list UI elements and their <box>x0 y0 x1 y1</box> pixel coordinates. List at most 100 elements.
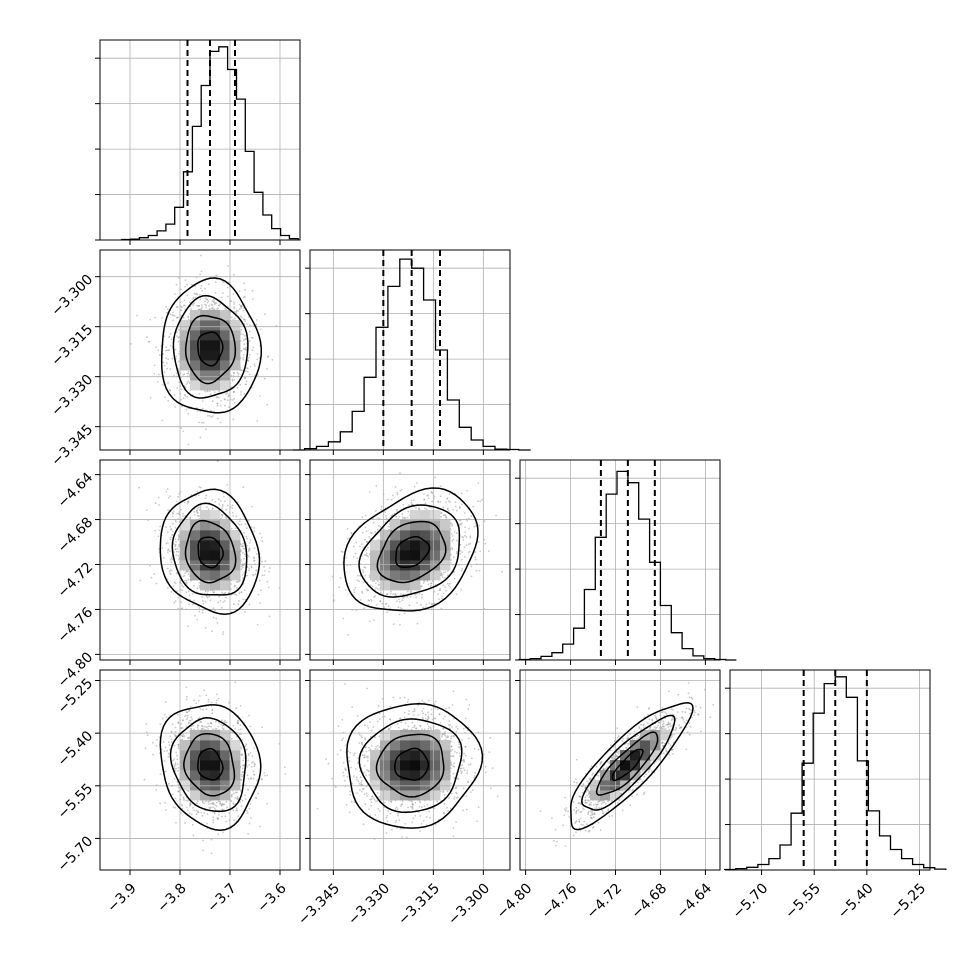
scatter-point <box>379 600 382 602</box>
scatter-point <box>464 754 467 757</box>
scatter-point <box>172 759 175 762</box>
density-bin <box>440 530 451 541</box>
scatter-point <box>187 443 190 446</box>
scatter-point <box>182 374 185 376</box>
scatter-point <box>695 705 697 708</box>
scatter-point <box>462 758 465 761</box>
scatter-point <box>146 336 148 339</box>
scatter-point <box>156 739 158 741</box>
scatter-point <box>634 735 637 738</box>
scatter-point <box>430 713 433 716</box>
scatter-point <box>196 509 198 512</box>
scatter-point <box>633 730 636 733</box>
scatter-point <box>368 749 371 752</box>
scatter-point <box>246 748 248 751</box>
scatter-point <box>211 802 214 804</box>
scatter-point <box>671 735 673 738</box>
scatter-point <box>173 767 176 770</box>
scatter-point <box>215 274 218 277</box>
scatter-point <box>218 813 220 816</box>
scatter-point <box>199 298 202 301</box>
scatter-point <box>233 401 236 404</box>
scatter-point <box>185 799 188 802</box>
scatter-point <box>365 746 367 749</box>
scatter-point <box>359 575 361 577</box>
density-bin <box>430 770 441 781</box>
density-bin <box>400 540 411 551</box>
scatter-point <box>242 557 245 560</box>
scatter-point <box>196 800 199 803</box>
scatter-point <box>350 532 353 534</box>
scatter-point <box>181 589 184 592</box>
scatter-point <box>186 372 189 375</box>
scatter-point <box>189 705 192 708</box>
density-bin <box>180 330 191 341</box>
scatter-point <box>606 766 608 769</box>
scatter-point <box>458 743 461 746</box>
scatter-point <box>361 531 364 534</box>
scatter-point <box>455 730 458 733</box>
scatter-point <box>181 584 184 587</box>
scatter-point <box>233 585 236 588</box>
scatter-point <box>182 316 185 319</box>
scatter-point <box>205 298 208 301</box>
scatter-point <box>201 306 203 308</box>
scatter-point <box>248 340 251 343</box>
scatter-point <box>242 545 244 548</box>
scatter-point <box>241 799 244 802</box>
scatter-point <box>461 764 464 766</box>
scatter-point <box>182 796 185 799</box>
panel-frame <box>309 459 511 661</box>
density-bin <box>220 560 231 571</box>
scatter-point <box>205 306 208 309</box>
scatter-point <box>584 799 586 802</box>
density-bin <box>390 790 401 801</box>
density-bin <box>210 530 221 541</box>
scatter-point <box>358 742 361 744</box>
scatter-point <box>389 726 392 728</box>
scatter-point <box>483 520 486 523</box>
scatter-point <box>451 524 453 527</box>
scatter-point <box>221 591 223 594</box>
scatter-point <box>456 777 459 780</box>
scatter-point <box>450 764 453 766</box>
scatter-point <box>379 600 382 603</box>
scatter-point <box>175 540 177 543</box>
scatter-point <box>598 807 600 809</box>
scatter-point <box>648 708 650 710</box>
scatter-point <box>245 809 248 812</box>
scatter-point <box>222 803 225 806</box>
scatter-point <box>709 716 712 719</box>
scatter-point <box>245 535 248 538</box>
scatter-point <box>220 500 222 502</box>
scatter-point <box>346 564 349 567</box>
scatter-point <box>394 808 397 810</box>
scatter-point <box>647 713 649 716</box>
scatter-point <box>198 506 200 509</box>
scatter-point <box>375 586 377 589</box>
scatter-point <box>430 582 433 585</box>
scatter-point <box>235 807 238 810</box>
scatter-point <box>167 509 170 511</box>
scatter-point <box>263 574 265 577</box>
scatter-point <box>394 592 397 595</box>
scatter-point <box>183 373 186 376</box>
scatter-point <box>180 427 183 430</box>
scatter-point <box>204 303 206 306</box>
scatter-point <box>176 547 179 550</box>
scatter-point <box>178 328 180 331</box>
scatter-point <box>250 778 252 780</box>
scatter-point <box>252 574 254 576</box>
scatter-point <box>433 590 436 593</box>
y-tick-label: −5.55 <box>55 781 97 823</box>
scatter-point <box>582 783 585 785</box>
scatter-point <box>452 509 454 511</box>
scatter-point <box>685 719 688 722</box>
scatter-point <box>600 762 602 764</box>
scatter-point <box>183 393 186 396</box>
scatter-point <box>456 752 458 754</box>
scatter-point <box>232 391 235 394</box>
scatter-point <box>181 805 184 807</box>
scatter-point <box>237 603 240 606</box>
scatter-point <box>441 734 443 736</box>
